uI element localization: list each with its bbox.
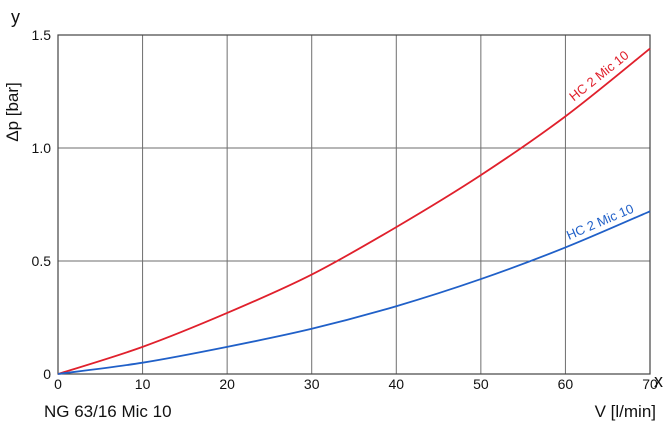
x-axis-letter: x [654, 371, 663, 391]
y-tick-label: 1.0 [32, 140, 52, 156]
y-axis-letter: y [11, 7, 20, 27]
plot-frame [57, 34, 651, 375]
x-tick-label: 30 [304, 376, 320, 392]
chart-caption: NG 63/16 Mic 10 [44, 402, 172, 421]
x-tick-label: 20 [219, 376, 235, 392]
x-tick-label: 50 [473, 376, 489, 392]
y-tick-label: 0 [43, 366, 51, 382]
y-tick-label: 0.5 [32, 253, 52, 269]
y-tick-label: 1.5 [32, 27, 52, 43]
x-tick-label: 60 [558, 376, 574, 392]
x-tick-label: 10 [135, 376, 151, 392]
series-layer [57, 47, 651, 375]
x-tick-label: 0 [54, 376, 62, 392]
series-line [57, 47, 651, 375]
y-axis-title: Δp [bar] [3, 82, 22, 142]
x-tick-label: 70 [642, 376, 658, 392]
plot-border [57, 34, 651, 375]
x-tick-label: 40 [388, 376, 404, 392]
x-axis-title: V [l/min] [595, 402, 656, 421]
series-label: HC 2 Mic 10 [566, 48, 631, 104]
grid [58, 35, 650, 374]
tick-labels: 0 10 20 30 40 50 60 70 0 0.5 1.0 1.5 [32, 27, 658, 392]
series-line [57, 210, 651, 375]
